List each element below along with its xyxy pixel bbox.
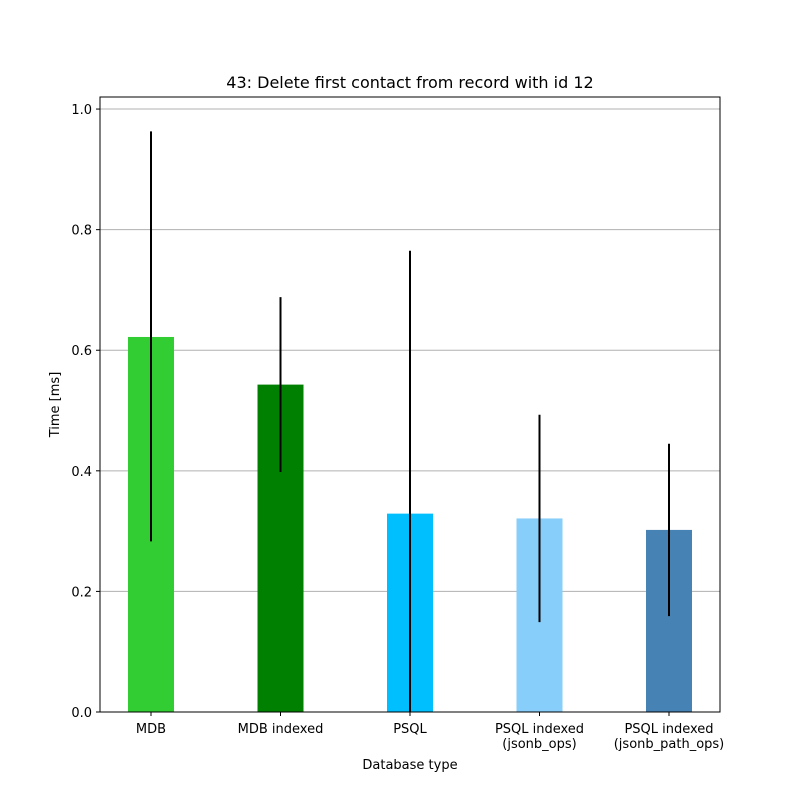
x-tick-label: MDB indexed — [238, 722, 324, 737]
x-tick-label: (jsonb_path_ops) — [614, 737, 725, 752]
x-tick-label: (jsonb_ops) — [502, 737, 576, 752]
y-axis-label: Time [ms] — [48, 372, 63, 439]
y-tick-label: 0.6 — [71, 344, 92, 359]
chart-title: 43: Delete first contact from record wit… — [226, 73, 593, 92]
y-tick-label: 1.0 — [71, 103, 92, 118]
y-tick-label: 0.2 — [71, 585, 92, 600]
y-axis: 0.0 0.2 0.4 0.6 0.8 1.0 — [71, 103, 100, 721]
x-tick-label: PSQL indexed — [624, 722, 713, 737]
y-tick-label: 0.0 — [71, 706, 92, 721]
x-tick-label: PSQL — [393, 722, 427, 737]
x-tick-label: MDB — [136, 722, 166, 737]
x-axis-label: Database type — [362, 758, 457, 773]
x-tick-label: PSQL indexed — [495, 722, 584, 737]
y-tick-label: 0.4 — [71, 465, 92, 480]
x-axis: MDB MDB indexed PSQL PSQL indexed(jsonb_ops… — [136, 712, 724, 752]
error-bars — [150, 131, 670, 712]
y-tick-label: 0.8 — [71, 224, 92, 239]
